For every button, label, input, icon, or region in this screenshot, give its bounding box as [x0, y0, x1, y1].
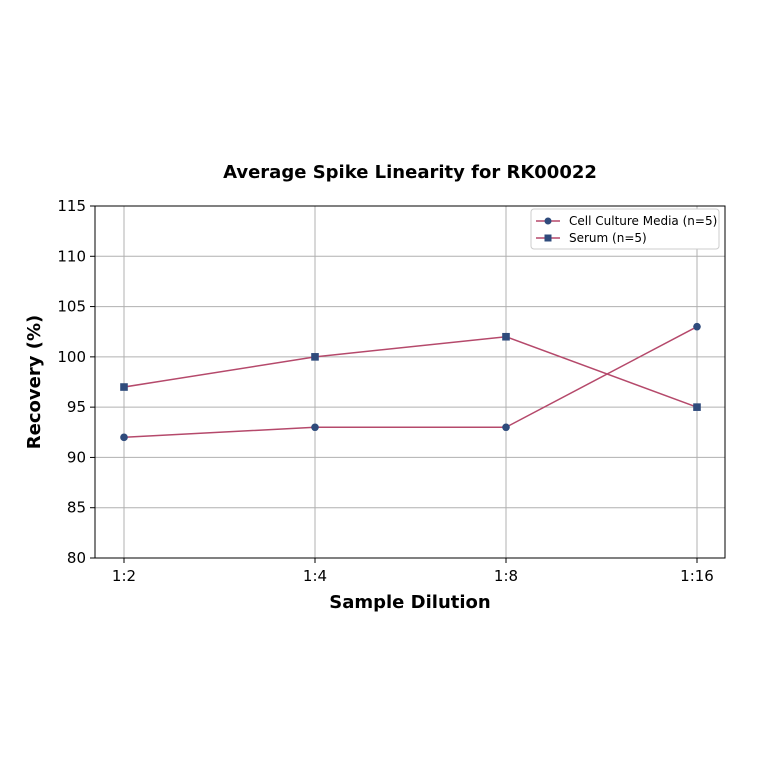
- x-axis-label: Sample Dilution: [329, 592, 490, 613]
- y-tick-label: 80: [67, 549, 86, 567]
- x-tick-label: 1:2: [112, 567, 136, 585]
- data-point-square-icon: [311, 353, 319, 361]
- legend-label: Serum (n=5): [569, 231, 647, 245]
- data-point-circle-icon: [693, 322, 701, 331]
- y-tick-label: 105: [57, 298, 86, 316]
- y-tick-label: 90: [67, 448, 86, 466]
- legend-label: Cell Culture Media (n=5): [569, 214, 717, 228]
- data-point-square-icon: [502, 332, 510, 341]
- circle-marker-icon: [544, 217, 552, 225]
- y-tick-label: 95: [67, 398, 86, 416]
- x-tick-label: 1:8: [494, 567, 518, 585]
- legend-item-cell-culture-media: Cell Culture Media (n=5): [536, 214, 717, 228]
- series-serum: [120, 332, 701, 411]
- y-tick-label: 100: [57, 348, 86, 366]
- data-point-square-icon: [120, 383, 128, 391]
- grid-lines: [95, 205, 725, 559]
- x-axis-ticks: 1:2 1:4 1:8 1:16: [112, 558, 714, 585]
- data-point-square-icon: [693, 403, 701, 411]
- series-line: [123, 326, 698, 439]
- y-tick-label: 115: [57, 197, 86, 215]
- legend: Cell Culture Media (n=5) Serum (n=5): [530, 208, 720, 250]
- legend-item-serum: Serum (n=5): [536, 231, 647, 245]
- y-axis-ticks: 80 85 90 95 100 105 110 115: [57, 197, 95, 567]
- chart-title: Average Spike Linearity for RK00022: [223, 162, 597, 183]
- x-tick-label: 1:4: [303, 567, 327, 585]
- series-cell-culture-media: [120, 322, 701, 442]
- data-point-circle-icon: [311, 423, 319, 432]
- data-point-circle-icon: [120, 433, 128, 442]
- x-tick-label: 1:16: [680, 567, 714, 585]
- data-series: [120, 322, 701, 442]
- series-line: [123, 335, 698, 408]
- y-axis-label: Recovery (%): [24, 315, 45, 449]
- legend-box: [530, 208, 720, 250]
- data-point-circle-icon: [502, 423, 510, 432]
- y-tick-label: 110: [57, 247, 86, 265]
- y-tick-label: 85: [67, 499, 86, 517]
- square-marker-icon: [544, 234, 552, 242]
- plot-frame: [94, 205, 726, 559]
